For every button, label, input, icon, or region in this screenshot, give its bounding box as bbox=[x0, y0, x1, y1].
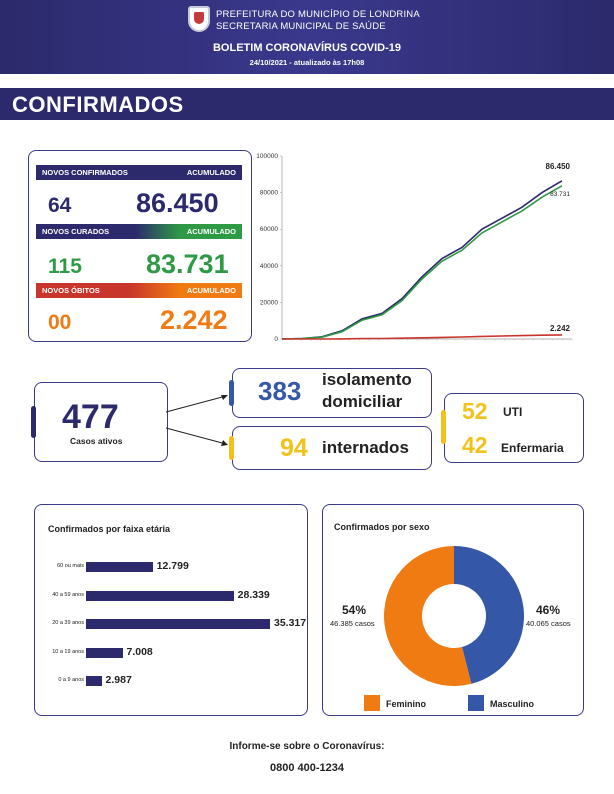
y-tick-label: 60000 bbox=[260, 226, 278, 233]
sex-chart-title: Confirmados por sexo bbox=[334, 522, 430, 532]
age-chart-card bbox=[34, 504, 308, 716]
age-category-label: 60 ou mais bbox=[57, 563, 84, 569]
confirmed-acc-label: ACUMULADO bbox=[186, 168, 236, 177]
age-chart-title: Confirmados por faixa etária bbox=[48, 524, 171, 534]
section-band-bar bbox=[0, 88, 614, 120]
female-cases: 46.385 casos bbox=[330, 619, 375, 628]
hospital-label: internados bbox=[322, 438, 409, 457]
hospital-card bbox=[232, 426, 432, 470]
header-banner: PREFEITURA DO MUNICÍPIO DE LONDRINA SECR… bbox=[0, 0, 614, 74]
hospital-left-bar bbox=[229, 436, 234, 460]
legend-male-label: Masculino bbox=[490, 699, 535, 709]
cured-acc-label: ACUMULADO bbox=[186, 227, 236, 236]
age-bar bbox=[86, 647, 123, 658]
isolation-label-1: isolamento bbox=[322, 370, 412, 389]
y-tick-label: 0 bbox=[274, 336, 278, 343]
new-deaths-value: 00 bbox=[48, 311, 72, 334]
enfermaria-label: Enfermaria bbox=[501, 441, 564, 455]
series-end-label: 86.450 bbox=[546, 162, 571, 171]
uti-value: 52 bbox=[462, 398, 488, 424]
male-cases: 40.065 casos bbox=[526, 619, 571, 628]
age-bar-value: 2.987 bbox=[105, 674, 132, 686]
new-confirmed-value: 64 bbox=[48, 194, 72, 217]
arrow-to-isolation bbox=[165, 395, 227, 413]
coat-of-arms-icon bbox=[188, 6, 210, 32]
sex-donut-chart bbox=[384, 546, 524, 686]
uti-label: UTI bbox=[503, 405, 523, 419]
summary-frame bbox=[28, 150, 252, 342]
age-bar-value: 7.008 bbox=[126, 645, 153, 658]
cured-acc-value: 83.731 bbox=[146, 249, 229, 279]
age-bar bbox=[86, 562, 153, 572]
legend-female-swatch bbox=[364, 695, 380, 711]
y-tick-label: 20000 bbox=[260, 299, 278, 306]
female-pct: 54% bbox=[342, 603, 367, 617]
y-tick-label: 80000 bbox=[260, 190, 278, 197]
age-bar-chart: 60 ou mais 12.799 40 a 59 anos 28.339 20 a 3… bbox=[34, 550, 308, 700]
age-bar-value: 28.339 bbox=[237, 588, 270, 601]
legend-male-swatch bbox=[468, 695, 484, 711]
deaths-acc-label: ACUMULADO bbox=[186, 286, 236, 295]
active-cases-card bbox=[34, 382, 168, 462]
new-deaths-label: NOVOS ÓBITOS bbox=[42, 286, 100, 295]
hospital-detail-left-bar bbox=[441, 410, 446, 444]
footer-info: Informe-se sobre o Coronavírus: bbox=[229, 741, 385, 752]
new-cured-label: NOVOS CURADOS bbox=[42, 227, 110, 236]
legend-female-label: Feminino bbox=[386, 699, 426, 709]
age-category-label: 10 a 19 anos bbox=[52, 648, 84, 655]
age-bar-value: 35.317 bbox=[274, 617, 307, 629]
confirmed-acc-value: 86.450 bbox=[136, 188, 219, 218]
series-end-label: 83.731 bbox=[550, 191, 570, 198]
arrow-to-hospital bbox=[165, 427, 227, 445]
arrow-head-hospital bbox=[221, 440, 228, 446]
donut-slice-feminino bbox=[384, 546, 472, 686]
isolation-label-2: domiciliar bbox=[322, 392, 403, 411]
header-line1: PREFEITURA DO MUNICÍPIO DE LONDRINA bbox=[216, 9, 420, 20]
series-line bbox=[281, 180, 563, 340]
male-pct: 46% bbox=[536, 603, 561, 617]
y-tick-label: 100000 bbox=[256, 153, 278, 160]
age-category-label: 40 a 59 anos bbox=[52, 591, 84, 598]
isolation-left-bar bbox=[229, 380, 234, 406]
connector-arrows bbox=[165, 395, 228, 446]
y-tick-label: 40000 bbox=[260, 263, 278, 270]
age-category-label: 0 a 9 anos bbox=[58, 677, 84, 683]
new-deaths-header: NOVOS ÓBITOS ACUMULADO bbox=[36, 283, 242, 298]
hospital-detail-card bbox=[444, 393, 584, 463]
age-bar bbox=[86, 676, 102, 686]
age-bar bbox=[86, 619, 270, 629]
new-cured-value: 115 bbox=[48, 255, 82, 278]
section-band: CONFIRMADOS bbox=[0, 88, 614, 120]
header-line2: SECRETARIA MUNICIPAL DE SAÚDE bbox=[216, 21, 386, 32]
donut-slice-masculino bbox=[454, 546, 524, 684]
bulletin-title: BOLETIM CORONAVÍRUS COVID-19 bbox=[212, 42, 402, 54]
bulletin-date: 24/10/2021 - atualizado às 17h08 bbox=[249, 58, 365, 67]
isolation-value: 383 bbox=[258, 376, 302, 406]
deaths-acc-value: 2.242 bbox=[160, 305, 228, 335]
enfermaria-value: 42 bbox=[462, 432, 488, 458]
cumulative-line-chart: 100000 80000 60000 40000 20000 0 86.450 83.731 2… bbox=[256, 153, 573, 343]
active-cases-label: Casos ativos bbox=[70, 436, 123, 446]
series-line bbox=[282, 334, 563, 340]
footer-phone: 0800 400-1234 bbox=[269, 762, 344, 774]
arrow-head-isolation bbox=[221, 395, 228, 400]
section-title: CONFIRMADOS bbox=[12, 92, 184, 117]
age-bar-value: 12.799 bbox=[156, 560, 189, 572]
new-cured-header: NOVOS CURADOS ACUMULADO bbox=[36, 224, 242, 239]
active-cases-left-bar bbox=[31, 406, 36, 438]
new-confirmed-header: NOVOS CONFIRMADOS ACUMULADO bbox=[36, 165, 242, 180]
series-line bbox=[281, 185, 563, 340]
age-bar bbox=[86, 590, 234, 601]
series-end-label: 2.242 bbox=[550, 324, 571, 333]
age-category-label: 20 a 39 anos bbox=[52, 620, 84, 626]
active-cases-value: 477 bbox=[62, 398, 119, 436]
hospital-value: 94 bbox=[280, 434, 308, 462]
new-confirmed-label: NOVOS CONFIRMADOS bbox=[42, 168, 128, 177]
